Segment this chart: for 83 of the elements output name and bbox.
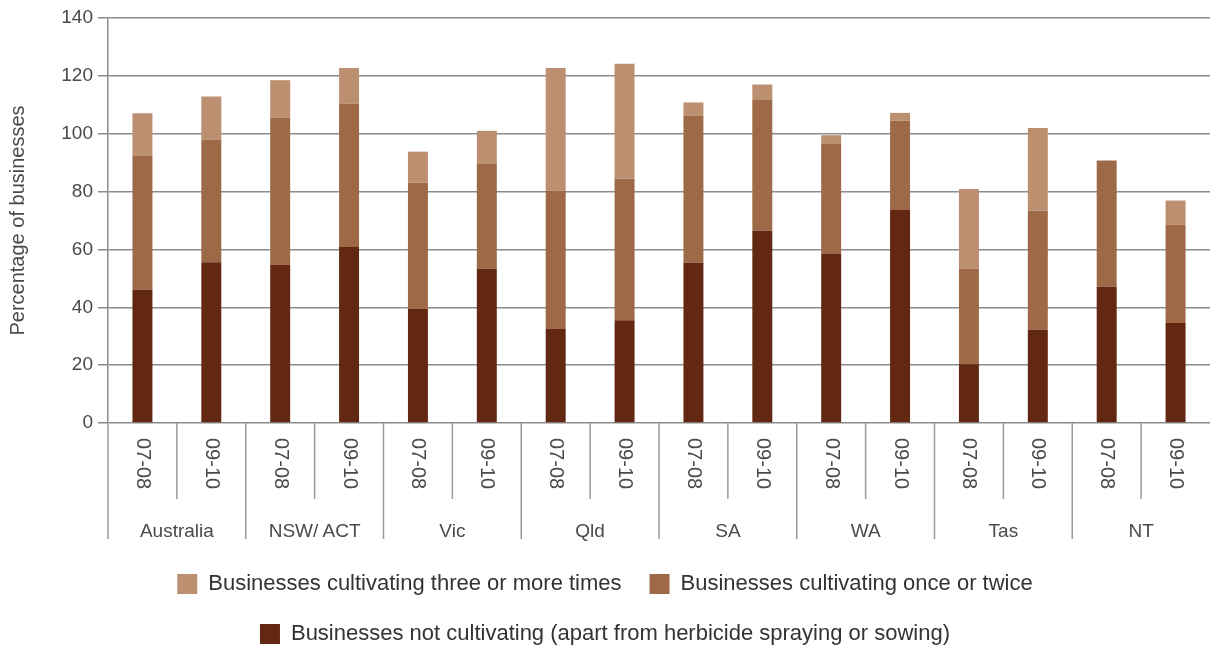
bar <box>821 254 842 423</box>
x-tick-label: 07-08 <box>132 438 155 490</box>
y-tick-label: 80 <box>71 179 93 201</box>
bar <box>545 328 566 423</box>
bar <box>270 80 291 118</box>
bar <box>476 268 497 423</box>
bar <box>683 102 704 116</box>
y-tick-label: 140 <box>61 6 93 28</box>
x-tick-label: 09-10 <box>752 438 775 490</box>
bar <box>1027 210 1048 330</box>
bar <box>339 247 360 423</box>
bar <box>201 262 222 423</box>
bar <box>614 178 635 321</box>
bar <box>476 130 497 165</box>
bar <box>545 190 566 329</box>
text: SA <box>715 520 741 542</box>
bar <box>1165 224 1186 323</box>
bar <box>339 68 360 104</box>
bar <box>132 289 153 423</box>
x-tick-label: 07-08 <box>546 438 569 490</box>
text: NT <box>1128 520 1155 542</box>
y-tick-label: 60 <box>71 237 93 259</box>
bar <box>201 139 222 263</box>
y-axis-title: Percentage of businesses <box>5 105 28 336</box>
bar <box>752 230 773 423</box>
bar <box>407 309 428 423</box>
x-tick-label: 09-10 <box>615 438 638 490</box>
y-tick-label: 120 <box>61 64 93 86</box>
x-tick-label: 09-10 <box>339 438 362 490</box>
bar <box>1027 329 1048 423</box>
bar <box>890 112 911 121</box>
bar <box>1096 286 1117 423</box>
x-tick-label: 07-08 <box>408 438 431 490</box>
bar <box>270 265 291 423</box>
bar <box>1027 127 1048 211</box>
bar <box>1165 200 1186 225</box>
bar <box>821 135 842 144</box>
bar <box>683 262 704 423</box>
text: NSW/ ACT <box>268 520 361 542</box>
legend-label: Businesses cultivating three or more times <box>208 570 622 596</box>
bar <box>958 188 979 269</box>
x-tick-label: 07-08 <box>270 438 293 490</box>
bar <box>958 268 979 365</box>
y-tick-label: 20 <box>71 353 93 375</box>
x-tick-label: 09-10 <box>890 438 913 490</box>
bar <box>1165 322 1186 423</box>
bar <box>545 68 566 191</box>
text: Qld <box>575 520 605 542</box>
x-tick-label: 09-10 <box>477 438 500 490</box>
bar <box>270 117 291 266</box>
x-tick-label: 07-08 <box>1097 438 1120 490</box>
bar <box>132 155 153 290</box>
bar <box>752 99 773 231</box>
bar <box>476 164 497 269</box>
x-tick-label: 09-10 <box>1166 438 1189 490</box>
x-tick-label: 07-08 <box>959 438 982 490</box>
text: Australia <box>139 520 215 542</box>
bar <box>821 143 842 255</box>
x-tick-label: 09-10 <box>1028 438 1051 490</box>
x-tick-label: 07-08 <box>821 438 844 490</box>
bar <box>890 210 911 423</box>
bar <box>1096 160 1117 287</box>
bar <box>890 120 911 211</box>
y-tick-label: 40 <box>71 295 93 317</box>
bar <box>407 182 428 310</box>
bar <box>752 84 773 100</box>
y-tick-label: 100 <box>61 121 93 143</box>
bar <box>339 103 360 248</box>
bar <box>614 320 635 423</box>
legend-label: Businesses not cultivating (apart from herbicide spraying or sowing) <box>290 620 951 646</box>
x-tick-label: 09-10 <box>201 438 224 490</box>
text: Vic <box>439 520 466 542</box>
y-tick-label: 0 <box>82 411 93 433</box>
x-tick-label: 07-08 <box>683 438 706 490</box>
bar <box>958 364 979 423</box>
legend-label: Businesses cultivating once or twice <box>680 570 1033 596</box>
bar <box>614 63 635 179</box>
text: Tas <box>988 520 1019 542</box>
bar <box>132 113 153 156</box>
bar <box>407 151 428 183</box>
bar <box>201 96 222 140</box>
text: WA <box>850 520 881 542</box>
bar <box>683 115 704 263</box>
